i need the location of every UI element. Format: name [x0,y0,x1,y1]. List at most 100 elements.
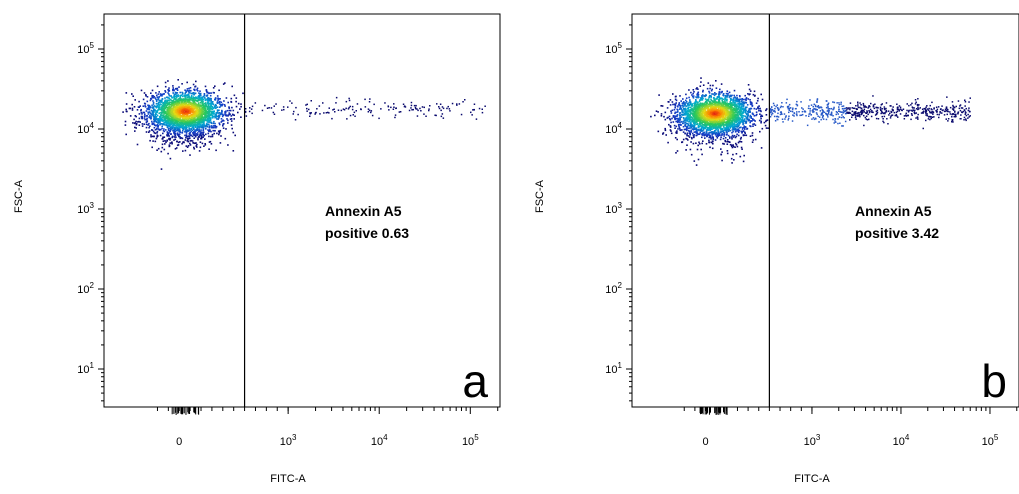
data-point [685,122,687,125]
data-point [169,101,171,104]
data-point [188,123,190,125]
data-point [190,105,192,107]
data-point [690,113,692,115]
data-point [138,124,141,126]
data-point [208,135,210,138]
data-point [203,123,205,125]
x-axis-title: FITC-A [270,473,306,485]
data-point [187,103,190,105]
data-point [689,117,692,119]
data-point [208,106,211,109]
data-point [164,115,167,118]
data-point [368,109,371,112]
data-point [731,121,734,124]
data-point [161,138,164,140]
data-point [188,124,191,126]
data-point [749,111,751,113]
data-point [153,123,156,126]
data-point [181,115,184,117]
data-point [731,94,733,97]
data-point [702,110,705,112]
data-point [713,131,715,134]
data-point [739,108,742,111]
data-point [692,92,694,95]
data-point [732,136,735,138]
data-point [668,101,670,103]
data-point [154,114,156,117]
data-point [739,118,741,121]
data-point [713,130,716,132]
data-point [181,100,183,102]
data-point [209,119,212,122]
data-point [395,107,397,109]
data-point [157,122,159,124]
data-point [700,148,702,151]
data-point [188,125,190,128]
data-point [754,120,756,122]
data-point [180,103,182,106]
data-point [166,99,168,102]
data-point [197,104,200,106]
data-point [209,113,212,116]
data-point [161,143,164,146]
data-point [152,109,155,112]
data-point [153,120,155,123]
data-point [434,114,436,116]
data-point [180,120,182,122]
data-point [704,137,706,139]
data-point [178,113,180,116]
data-point [679,95,681,97]
data-point [200,97,203,100]
data-point [158,129,161,131]
data-point [169,103,171,106]
data-point [168,113,170,115]
data-point [700,98,703,100]
data-point [175,124,177,127]
data-point [471,114,473,116]
data-point [691,107,693,110]
data-point [730,111,733,113]
data-point [709,121,711,123]
data-point [371,114,374,117]
data-point [730,144,733,147]
data-point [181,98,183,100]
data-point [159,99,162,102]
data-point [225,128,227,130]
data-point [245,115,248,117]
data-point [703,108,706,111]
data-point [199,114,202,117]
data-point [355,110,357,112]
data-point [144,115,146,117]
data-point [194,92,197,95]
data-point [711,134,713,136]
data-point [695,164,698,166]
data-point [183,109,186,111]
data-point [739,138,742,140]
data-point [189,118,192,120]
data-point [206,125,209,128]
data-point [752,139,755,141]
data-point [708,95,711,98]
data-point [163,123,165,126]
data-point [134,115,137,117]
data-point [693,123,695,126]
data-point [192,124,195,127]
data-point [179,122,182,124]
data-point [707,129,710,131]
data-point [172,129,174,132]
data-point [210,102,212,105]
data-point [159,116,162,118]
data-point [273,113,276,115]
data-point [720,115,723,118]
data-point [203,102,206,105]
data-point [195,109,198,111]
data-point [725,131,728,133]
data-point [189,144,192,146]
data-point [700,98,702,101]
data-point [442,107,445,110]
data-point [177,134,180,136]
plot-frame [103,13,501,408]
data-point [212,87,215,89]
data-point [723,110,725,113]
data-point [340,109,343,112]
